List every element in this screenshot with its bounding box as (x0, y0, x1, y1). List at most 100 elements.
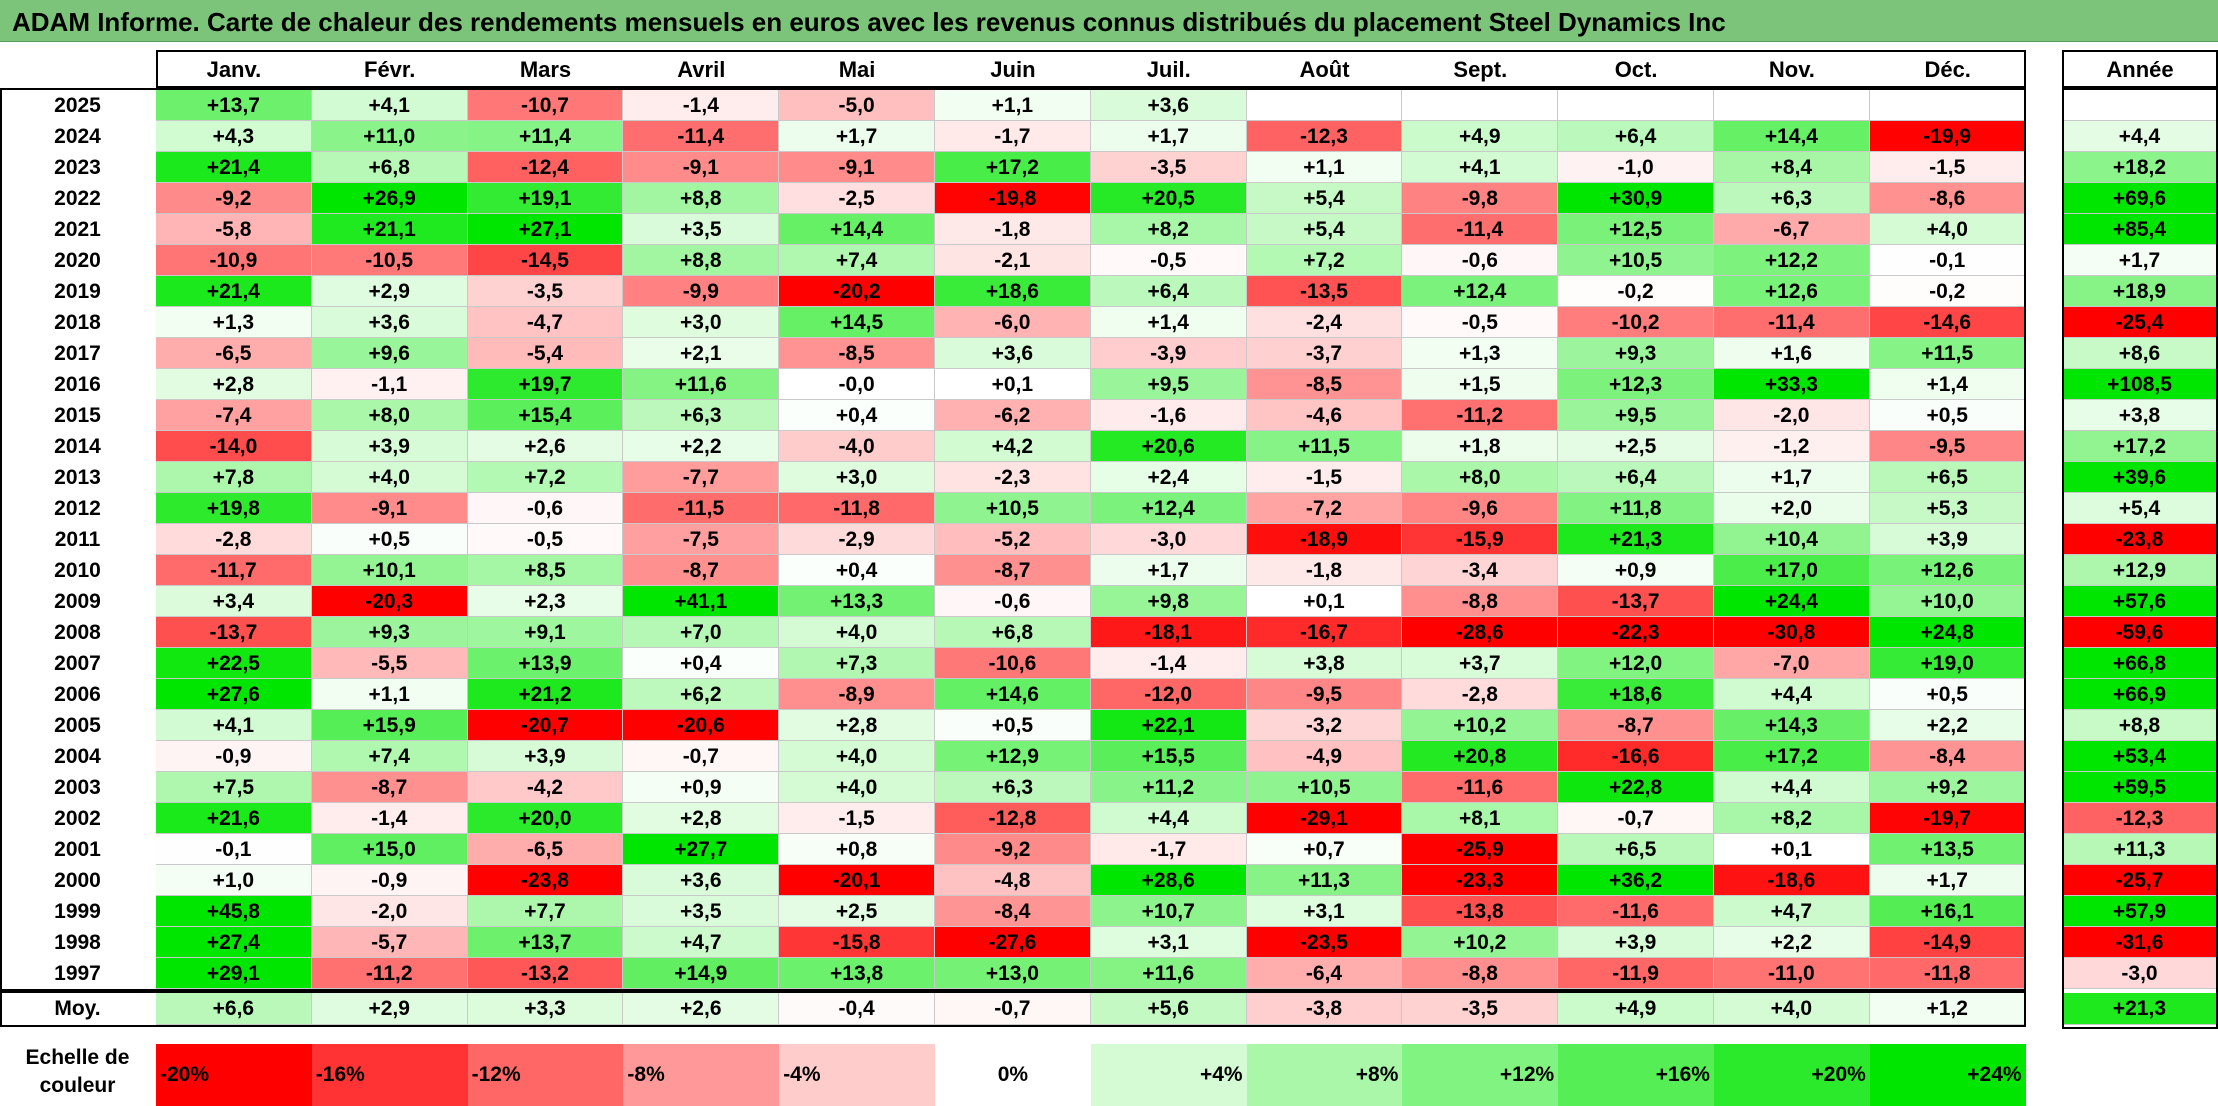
year-label: 2002 (54, 807, 101, 830)
heatmap-cell: -12,4 (467, 152, 624, 183)
heatmap-cell: +7,2 (467, 462, 624, 493)
heatmap-cell: +12,9 (935, 741, 1091, 772)
heatmap-cell: +4,7 (1714, 896, 1870, 927)
year-label: 2015 (54, 404, 101, 427)
heatmap-cell: -1,2 (1714, 431, 1870, 462)
heatmap-cell: -1,1 (311, 369, 468, 400)
heatmap-cell: +17,2 (935, 152, 1091, 183)
average-cell: -0,4 (779, 993, 935, 1025)
heatmap-cell: +3,5 (623, 896, 780, 927)
average-cell: +2,9 (311, 993, 468, 1025)
heatmap-cell: +1,4 (1869, 369, 2026, 400)
heatmap-cell: +2,2 (623, 431, 780, 462)
heatmap-cell: -3,2 (1246, 710, 1403, 741)
heatmap-cell: +2,8 (779, 710, 935, 741)
heatmap-cell: -9,6 (1402, 493, 1559, 524)
heatmap-cell: +13,0 (935, 958, 1091, 989)
heatmap-cell: -18,1 (1090, 617, 1247, 648)
heatmap-cell: -2,5 (779, 183, 935, 214)
heatmap-cell: +15,4 (467, 400, 624, 431)
heatmap-cell: +9,3 (311, 617, 468, 648)
heatmap-cell (1402, 90, 1559, 121)
heatmap-cell: +0,4 (779, 400, 935, 431)
heatmap-cell: +27,1 (467, 214, 624, 245)
scale-swatch: +12% (1402, 1044, 1559, 1106)
heatmap-cell: -6,5 (156, 338, 312, 369)
annual-cell: +108,5 (2062, 369, 2218, 400)
year-label: 1998 (54, 931, 101, 954)
heatmap-cell: +4,4 (1714, 772, 1870, 803)
heatmap-cell: -11,2 (1402, 400, 1559, 431)
heatmap-cell: -23,8 (467, 865, 624, 896)
heatmap-cell: -11,4 (1714, 307, 1870, 338)
heatmap-cell: -8,9 (779, 679, 935, 710)
heatmap-cell: -1,7 (935, 121, 1091, 152)
heatmap-cell: -0,1 (156, 834, 312, 865)
annual-cell: -3,0 (2062, 958, 2218, 989)
year-label: 1997 (54, 962, 101, 985)
scale-swatch-label: -20% (160, 1063, 210, 1086)
heatmap-cell: -11,4 (1402, 214, 1559, 245)
year-label: 2003 (54, 776, 101, 799)
annual-cell: +69,6 (2062, 183, 2218, 214)
heatmap-cell: +7,3 (779, 648, 935, 679)
heatmap-cell: +13,7 (156, 90, 312, 121)
heatmap-cell: -5,0 (779, 90, 935, 121)
heatmap-cell: +4,0 (1869, 214, 2026, 245)
heatmap-cell: +2,8 (156, 369, 312, 400)
heatmap-cell: -11,4 (623, 121, 780, 152)
heatmap-cell: -1,5 (1246, 462, 1403, 493)
scale-swatch-label: 0% (997, 1063, 1029, 1086)
heatmap-cell: +17,0 (1714, 555, 1870, 586)
annual-cell: -23,8 (2062, 524, 2218, 555)
heatmap-cell: -15,9 (1402, 524, 1559, 555)
month-header: Févr. (364, 57, 416, 82)
heatmap-cell: +2,4 (1090, 462, 1247, 493)
heatmap-cell: -9,2 (935, 834, 1091, 865)
heatmap-cell: -8,7 (935, 555, 1091, 586)
average-cell: -0,7 (935, 993, 1091, 1025)
heatmap-cell: -2,3 (935, 462, 1091, 493)
heatmap-cell: +10,2 (1402, 927, 1559, 958)
heatmap-cell: +11,2 (1090, 772, 1247, 803)
heatmap-cell: -4,6 (1246, 400, 1403, 431)
heatmap-cell: +1,3 (156, 307, 312, 338)
year-label: 2016 (54, 373, 101, 396)
heatmap-cell: +13,7 (467, 927, 624, 958)
heatmap-cell: +3,6 (623, 865, 780, 896)
annual-cell: +57,9 (2062, 896, 2218, 927)
heatmap-cell: -16,6 (1558, 741, 1714, 772)
heatmap-cell: +12,0 (1558, 648, 1714, 679)
heatmap-cell: +11,4 (467, 121, 624, 152)
year-label: 2020 (54, 249, 101, 272)
scale-swatch-label: +4% (1199, 1063, 1243, 1086)
heatmap-cell: +20,5 (1090, 183, 1247, 214)
annual-cell: +3,8 (2062, 400, 2218, 431)
heatmap-cell: +9,6 (311, 338, 468, 369)
heatmap-cell: +2,2 (1714, 927, 1870, 958)
heatmap-cell: +1,1 (311, 679, 468, 710)
heatmap-cell: -20,7 (467, 710, 624, 741)
heatmap-cell: -9,9 (623, 276, 780, 307)
heatmap-cell: +12,6 (1714, 276, 1870, 307)
heatmap-cell: -2,1 (935, 245, 1091, 276)
heatmap-cell: +20,6 (1090, 431, 1247, 462)
heatmap-cell: +10,5 (935, 493, 1091, 524)
heatmap-cell: +28,6 (1090, 865, 1247, 896)
heatmap-cell: +11,6 (623, 369, 780, 400)
heatmap-cell: +2,6 (467, 431, 624, 462)
heatmap-cell: +4,1 (156, 710, 312, 741)
heatmap-cell: +12,5 (1558, 214, 1714, 245)
heatmap-cell: +1,3 (1402, 338, 1559, 369)
heatmap-cell: +9,1 (467, 617, 624, 648)
heatmap-cell: -23,3 (1402, 865, 1559, 896)
heatmap-cell: -4,2 (467, 772, 624, 803)
heatmap-cell: -0,5 (1090, 245, 1247, 276)
heatmap-cell: -11,8 (779, 493, 935, 524)
annual-cell: +39,6 (2062, 462, 2218, 493)
heatmap-cell: -0,2 (1558, 276, 1714, 307)
heatmap-cell: -11,0 (1714, 958, 1870, 989)
scale-swatch: +24% (1869, 1044, 2026, 1106)
heatmap-cell: -1,8 (935, 214, 1091, 245)
heatmap-cell: +9,3 (1558, 338, 1714, 369)
